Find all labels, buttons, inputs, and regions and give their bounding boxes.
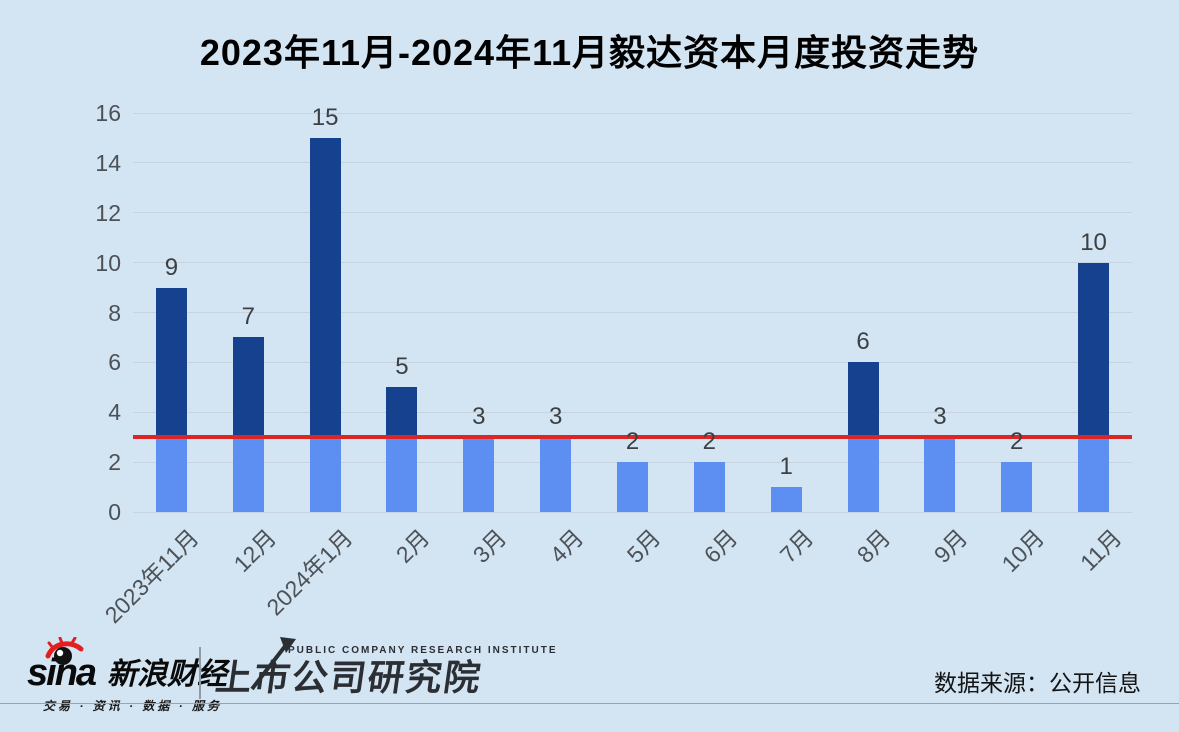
y-tick-label: 16: [95, 100, 121, 126]
y-tick-label: 10: [95, 249, 121, 276]
gridline: [133, 511, 1132, 513]
x-tick-text: 11月: [1074, 524, 1127, 576]
gridline: [133, 411, 1132, 413]
bar-value-label: 3: [472, 403, 486, 431]
bar: [386, 387, 418, 512]
sina-finance-label: 新浪财经: [107, 658, 228, 691]
gridline: [133, 312, 1132, 313]
bar: [232, 337, 264, 512]
bottom-divider: [0, 703, 1179, 704]
bar: [693, 462, 725, 512]
bar-value-label: 3: [933, 403, 947, 431]
institute-subtitle: PUBLIC COMPANY RESEARCH INSTITUTE: [288, 645, 558, 656]
gridline: [133, 262, 1132, 264]
bar-segment-above: [309, 137, 341, 438]
bar-segment-below: [309, 437, 341, 512]
bar-value-label: 10: [1080, 228, 1107, 256]
bar-value-label: 15: [311, 103, 339, 131]
reference-line: [133, 435, 1132, 440]
bar-segment-above: [386, 387, 418, 438]
sina-logo: sina 新浪财经 交易 · 资讯 · 数据 · 服务: [27, 637, 228, 714]
bar-value-label: 7: [241, 303, 255, 331]
bar-segment-below: [540, 437, 572, 512]
y-tick-label: 4: [108, 399, 121, 426]
bar-value-label: 3: [548, 403, 563, 431]
bar-segment-below: [847, 437, 879, 512]
bar: [155, 287, 187, 512]
bar-segment-above: [232, 337, 264, 438]
institute-logo: PUBLIC COMPANY RESEARCH INSTITUTE 上市公司研究…: [213, 637, 558, 699]
plot-area: 0 2 4 6 8 10 12 14 16 9 2023年11月 7 12月 15 2024年1月 5 2月 3 3…: [95, 100, 1132, 628]
x-tick-label: 11月: [914, 520, 1127, 576]
bar-segment-above: [847, 362, 879, 438]
bar-value-label: 2: [625, 428, 640, 456]
bar-segment-below: [386, 437, 418, 512]
bar-segment-below: [693, 462, 725, 512]
logo-divider: [199, 647, 201, 699]
bar: [540, 437, 572, 512]
gridline: [133, 162, 1132, 164]
bar-segment-below: [463, 437, 495, 512]
sina-eye-icon: [45, 637, 84, 665]
bar-segment-below: [155, 437, 187, 512]
bar-value-label: 9: [164, 253, 179, 281]
bar-segment-above: [155, 287, 187, 438]
sina-wordmark-wrap: sina: [27, 637, 97, 692]
bar-value-label: 5: [395, 353, 409, 381]
bar-value-label: 6: [856, 328, 870, 356]
gridline: [133, 112, 1132, 114]
bar-value-label: 2: [702, 428, 717, 456]
bar: [1078, 262, 1110, 512]
bar-segment-below: [617, 462, 648, 512]
bar-segment-above: [1078, 262, 1110, 438]
gridline: [133, 361, 1132, 363]
gridline: [133, 212, 1132, 214]
data-source-label: 数据来源：公开信息: [934, 670, 1141, 696]
y-tick-label: 8: [108, 299, 121, 326]
bar-segment-below: [1078, 437, 1110, 512]
bar: [463, 437, 495, 512]
bar: [770, 487, 802, 512]
y-tick-label: 6: [108, 349, 121, 376]
bar-segment-below: [924, 437, 956, 512]
bar: [924, 437, 956, 512]
bar: [1001, 462, 1033, 512]
bar: [309, 137, 341, 512]
bar: [617, 462, 648, 512]
y-tick-label: 12: [95, 199, 121, 226]
y-tick-label: 2: [108, 449, 121, 476]
bar-value-label: 2: [1010, 428, 1024, 456]
y-tick-label: 14: [95, 149, 121, 176]
y-tick-label: 0: [108, 499, 121, 525]
chart-title: 2023年11月-2024年11月毅达资本月度投资走势: [199, 32, 980, 73]
trend-arrow-icon: [250, 637, 296, 691]
bar-segment-below: [232, 437, 264, 512]
sina-tagline: 交易 · 资讯 · 数据 · 服务: [43, 699, 222, 713]
bar-segment-below: [1001, 462, 1033, 512]
bar-segment-below: [770, 487, 802, 512]
bar: [847, 362, 879, 512]
bar-value-label: 1: [779, 453, 793, 481]
